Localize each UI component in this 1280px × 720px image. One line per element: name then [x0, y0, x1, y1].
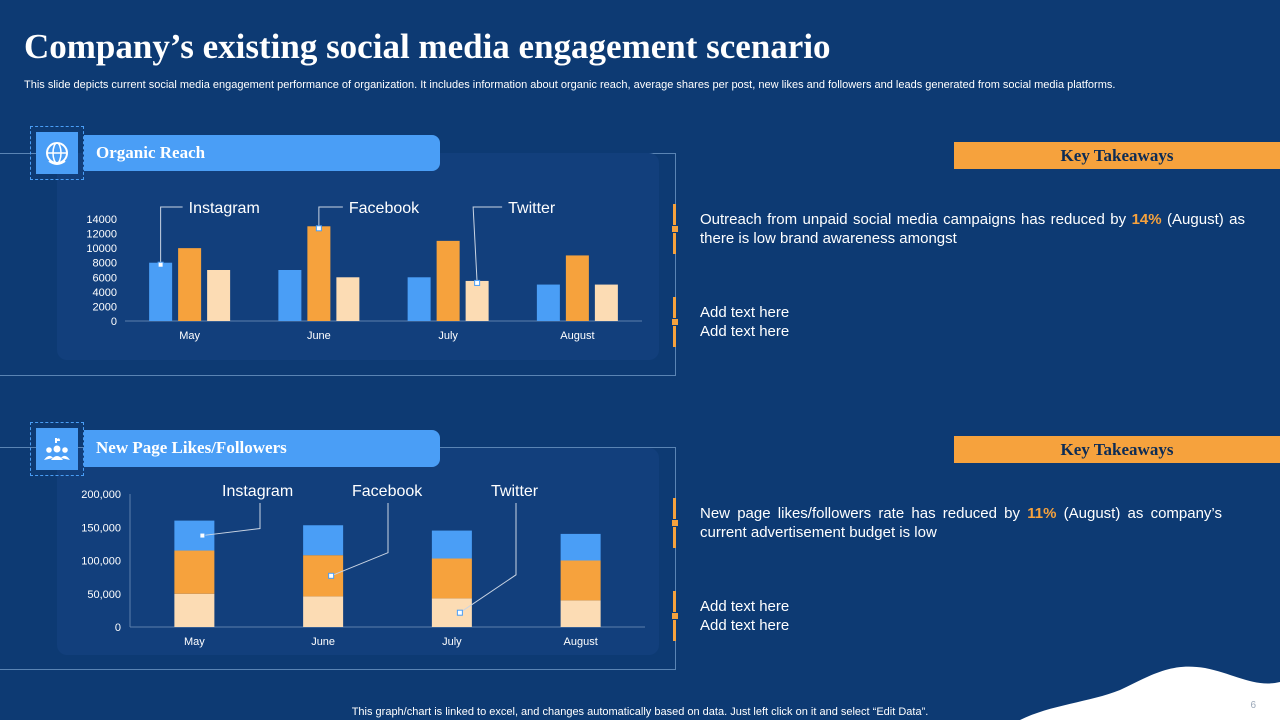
y-tick-label: 100,000 [81, 556, 121, 568]
y-tick-label: 50,000 [87, 589, 121, 601]
takeaway-text-2: New page likes/followers rate has reduce… [700, 505, 1222, 541]
legend-label-instagram: Instagram [222, 483, 293, 500]
y-tick-label: 2000 [93, 301, 117, 313]
legend-label-instagram: Instagram [189, 200, 260, 217]
x-tick-label: August [564, 636, 598, 648]
legend-marker [328, 572, 335, 579]
legend-leader-line [472, 206, 503, 283]
legend-leader-line [318, 206, 343, 229]
bar-instagram [536, 284, 560, 321]
x-tick-label: June [311, 636, 335, 648]
y-tick-label: 150,000 [81, 522, 121, 534]
followers-chart-panel [57, 448, 659, 655]
followers-icon-frame [30, 422, 84, 476]
organic-reach-icon-frame [30, 126, 84, 180]
takeaway-highlight-1: 14% [1131, 211, 1162, 228]
legend-leader-line [202, 503, 261, 537]
bar-segment-facebook [303, 555, 344, 597]
legend-label-twitter: Twitter [508, 200, 556, 217]
organic-reach-chart-panel [57, 153, 659, 360]
x-tick-label: June [307, 330, 331, 342]
takeaway-marker-dot-2 [671, 318, 679, 326]
section-label-followers: New Page Likes/Followers [84, 430, 440, 467]
takeaway-marker-dot-3 [671, 519, 679, 527]
bar-twitter [207, 270, 231, 321]
section-label-organic-reach: Organic Reach [84, 135, 440, 171]
footer-note: This graph/chart is linked to excel, and… [351, 706, 929, 718]
bar-instagram [407, 277, 431, 321]
y-tick-label: 0 [115, 622, 121, 634]
x-tick-label: July [442, 636, 462, 648]
takeaway-text-1: Outreach from unpaid social media campai… [700, 211, 1245, 247]
followers-stacked-bar-chart: 0 50,000 100,000 150,000 200,000 May June July A… [81, 483, 645, 648]
add-text-1b: Add text here [700, 323, 790, 340]
bar-segment-twitter [303, 596, 344, 627]
page-number: 6 [1250, 700, 1256, 711]
legend-leader-line [330, 503, 389, 577]
page-title: Company’s existing social media engageme… [24, 27, 831, 66]
legend-marker [157, 261, 164, 268]
y-tick-label: 14000 [86, 214, 117, 226]
bar-segment-facebook [431, 558, 472, 599]
page-subtitle: This slide depicts current social media … [24, 79, 1116, 91]
legend-label-twitter: Twitter [491, 483, 539, 500]
bar-facebook [565, 255, 589, 321]
bar-segment-instagram [431, 530, 472, 559]
add-text-2b: Add text here [700, 617, 790, 634]
bar-segment-twitter [560, 600, 601, 627]
bar-segment-facebook [560, 560, 601, 601]
bar-segment-instagram [174, 520, 215, 551]
takeaway-marker-dot-4 [671, 612, 679, 620]
add-text-2a: Add text here [700, 598, 790, 615]
legend-label-facebook: Facebook [349, 200, 420, 217]
legend-marker [199, 532, 206, 539]
bar-instagram [278, 270, 302, 321]
y-tick-label: 12000 [86, 229, 117, 241]
key-takeaways-header-1: Key Takeaways [954, 142, 1280, 169]
bar-facebook [178, 248, 202, 321]
bar-twitter [465, 280, 489, 321]
organic-reach-bar-chart: 0 2000 4000 6000 8000 10000 12000 14000 May June J… [86, 200, 642, 342]
x-tick-label: August [560, 330, 594, 342]
takeaway-highlight-2: 11% [1027, 505, 1057, 522]
y-tick-label: 0 [111, 316, 117, 328]
add-text-1a: Add text here [700, 304, 790, 321]
y-tick-label: 200,000 [81, 489, 121, 501]
bar-facebook [436, 240, 460, 321]
bar-segment-twitter [174, 593, 215, 627]
globe-hand-icon [46, 142, 68, 165]
legend-marker [315, 225, 322, 232]
legend-label-facebook: Facebook [352, 483, 423, 500]
x-tick-label: May [179, 330, 200, 342]
takeaway-marker-dot-1 [671, 225, 679, 233]
y-tick-label: 10000 [86, 243, 117, 255]
y-tick-label: 4000 [93, 287, 117, 299]
bar-segment-twitter [431, 598, 472, 627]
legend-marker [456, 609, 463, 616]
legend-leader-line [459, 503, 517, 614]
bar-segment-instagram [560, 533, 601, 561]
x-tick-label: July [438, 330, 458, 342]
x-tick-label: May [184, 636, 205, 648]
y-tick-label: 8000 [93, 258, 117, 270]
key-takeaways-header-2: Key Takeaways [954, 436, 1280, 463]
bar-twitter [594, 284, 618, 321]
legend-leader-line [160, 206, 183, 265]
decorative-wave [1020, 666, 1280, 720]
y-tick-label: 6000 [93, 272, 117, 284]
bar-facebook [307, 226, 331, 321]
bar-segment-instagram [303, 525, 344, 556]
legend-marker [474, 279, 481, 286]
users-like-icon [44, 438, 70, 460]
bar-segment-facebook [174, 550, 215, 594]
bar-instagram [149, 262, 173, 321]
bar-twitter [336, 277, 360, 321]
